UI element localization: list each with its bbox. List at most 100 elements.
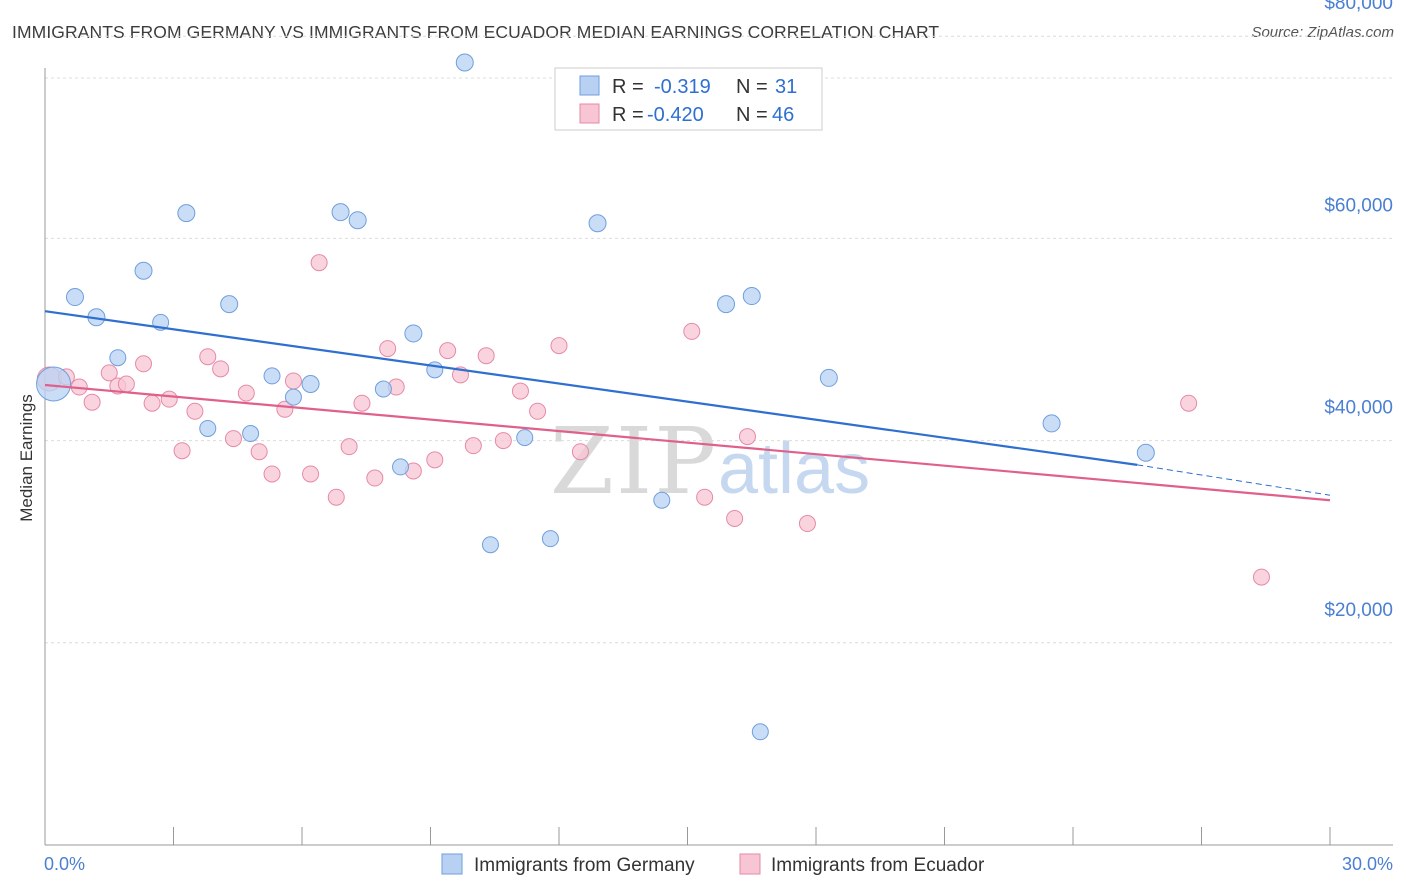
ecuador-point bbox=[477, 347, 495, 365]
germany-point bbox=[541, 530, 559, 548]
germany-point bbox=[36, 366, 72, 402]
chart-title: IMMIGRANTS FROM GERMANY VS IMMIGRANTS FR… bbox=[12, 22, 940, 42]
ecuador-point bbox=[186, 402, 204, 420]
germany-point bbox=[284, 388, 302, 406]
ecuador-point bbox=[494, 432, 512, 450]
ecuador-point bbox=[696, 488, 714, 506]
ecuador-point bbox=[1180, 394, 1198, 412]
ecuador-point bbox=[798, 515, 816, 533]
ecuador-point bbox=[1252, 568, 1270, 586]
germany-point bbox=[109, 349, 127, 367]
germany-point bbox=[199, 419, 217, 437]
germany-point bbox=[717, 295, 736, 314]
y-tick-labels: $20,000 $40,000 $60,000 $80,000 bbox=[1324, 0, 1393, 621]
watermark-zip: ZIP bbox=[550, 408, 718, 515]
ecuador-point bbox=[571, 443, 589, 461]
legend-r-label-germany: R = bbox=[612, 76, 644, 98]
germany-point bbox=[65, 288, 84, 307]
ecuador-point bbox=[738, 428, 756, 446]
y-tick-label: $80,000 bbox=[1324, 0, 1393, 14]
ecuador-point bbox=[683, 322, 701, 340]
germany-point bbox=[263, 367, 281, 385]
gridlines bbox=[45, 35, 1393, 644]
x-tick-label-max: 30.0% bbox=[1342, 854, 1393, 874]
legend-n-value-ecuador: 46 bbox=[772, 104, 794, 126]
trend-line-germany bbox=[44, 310, 1138, 466]
germany-point bbox=[1042, 414, 1061, 433]
germany-point bbox=[588, 214, 607, 233]
legend-swatch-ecuador bbox=[579, 103, 600, 124]
ecuador-point bbox=[199, 348, 217, 366]
series-legend-swatch-germany bbox=[441, 853, 463, 875]
ecuador-point bbox=[310, 254, 328, 272]
ecuador-point bbox=[550, 337, 568, 355]
legend-r-label-ecuador: R = bbox=[612, 104, 644, 126]
germany-point bbox=[481, 536, 499, 554]
germany-point bbox=[516, 429, 534, 447]
series-germany-points bbox=[36, 53, 1155, 741]
legend-r-value-ecuador: -0.420 bbox=[647, 104, 704, 126]
germany-point bbox=[1136, 443, 1155, 462]
trend-line-ecuador bbox=[44, 383, 1331, 502]
ecuador-point bbox=[143, 394, 161, 412]
germany-point bbox=[374, 380, 392, 398]
germany-point bbox=[751, 723, 769, 741]
series-legend-label-ecuador: Immigrants from Ecuador bbox=[771, 855, 985, 876]
series-legend: Immigrants from Germany Immigrants from … bbox=[441, 853, 985, 876]
ecuador-point bbox=[340, 438, 358, 456]
series-legend-swatch-ecuador bbox=[739, 853, 761, 875]
ecuador-point bbox=[212, 360, 230, 378]
ecuador-point bbox=[250, 443, 268, 461]
germany-point bbox=[404, 324, 423, 343]
germany-point bbox=[177, 204, 196, 223]
ecuador-point bbox=[366, 469, 384, 487]
y-tick-label: $40,000 bbox=[1324, 398, 1393, 419]
ecuador-point bbox=[353, 394, 371, 412]
germany-point bbox=[220, 295, 239, 314]
germany-point bbox=[134, 261, 153, 280]
legend-n-label-ecuador: N = bbox=[736, 104, 768, 126]
x-ticks bbox=[44, 827, 1331, 845]
ecuador-point bbox=[224, 430, 242, 448]
germany-point bbox=[455, 53, 474, 72]
correlation-legend: R = -0.319 N = 31 R = -0.420 N = 46 bbox=[554, 67, 823, 131]
ecuador-point bbox=[302, 465, 320, 483]
x-tick-label-min: 0.0% bbox=[44, 854, 85, 874]
trend-line-germany-extension bbox=[1137, 464, 1331, 496]
germany-point bbox=[653, 491, 671, 509]
ecuador-point bbox=[263, 465, 281, 483]
germany-point bbox=[242, 425, 260, 443]
ecuador-point bbox=[100, 364, 118, 382]
ecuador-point bbox=[464, 437, 482, 455]
series-legend-label-germany: Immigrants from Germany bbox=[474, 855, 695, 876]
ecuador-point bbox=[173, 442, 191, 460]
ecuador-point bbox=[379, 340, 397, 358]
germany-point bbox=[331, 203, 350, 222]
germany-point bbox=[301, 374, 320, 393]
y-axis-label: Median Earnings bbox=[17, 394, 36, 522]
germany-point bbox=[819, 368, 838, 387]
ecuador-point bbox=[327, 488, 345, 506]
axes bbox=[44, 68, 1393, 846]
germany-point bbox=[348, 211, 367, 230]
ecuador-point bbox=[284, 372, 302, 390]
germany-point bbox=[742, 287, 761, 306]
ecuador-point bbox=[439, 342, 457, 360]
ecuador-point bbox=[117, 375, 135, 393]
legend-n-label-germany: N = bbox=[736, 76, 768, 98]
ecuador-point bbox=[529, 402, 547, 420]
legend-r-value-germany: -0.319 bbox=[654, 76, 711, 98]
y-tick-label: $60,000 bbox=[1324, 195, 1393, 216]
ecuador-point bbox=[237, 384, 255, 402]
ecuador-point bbox=[83, 393, 101, 411]
ecuador-point bbox=[426, 451, 444, 469]
trend-lines bbox=[44, 310, 1331, 502]
ecuador-point bbox=[135, 355, 153, 373]
germany-point bbox=[392, 458, 410, 476]
ecuador-point bbox=[726, 509, 744, 527]
ecuador-point bbox=[511, 382, 529, 400]
legend-swatch-germany bbox=[579, 75, 600, 96]
ecuador-point bbox=[160, 390, 178, 408]
y-tick-label: $20,000 bbox=[1324, 600, 1393, 621]
